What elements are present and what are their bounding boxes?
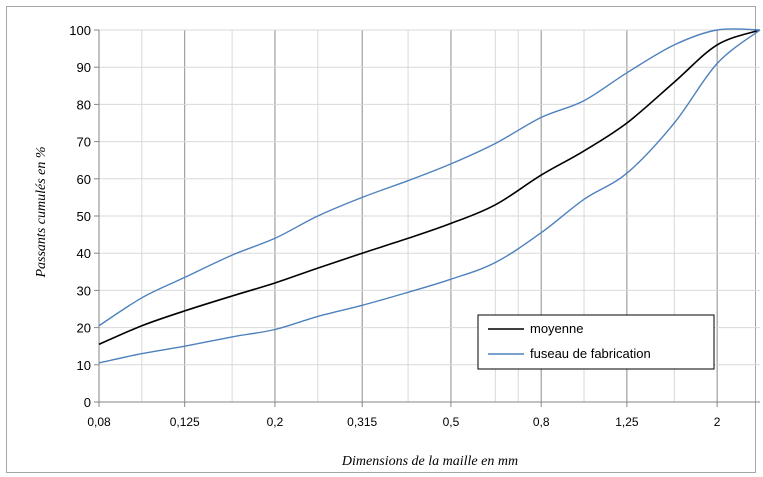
x-tick-label: 0,125 xyxy=(170,415,200,429)
legend-box xyxy=(477,314,715,370)
y-tick-label: 20 xyxy=(77,321,91,336)
x-tick-label: 2 xyxy=(714,415,721,429)
y-tick-label: 10 xyxy=(77,358,91,373)
x-tick-label: 0,8 xyxy=(533,415,550,429)
x-tick-label: 0,315 xyxy=(347,415,377,429)
chart-frame xyxy=(6,6,756,473)
legend-label-fuseau: fuseau de fabrication xyxy=(530,346,651,361)
legend-label-moyenne: moyenne xyxy=(530,321,583,336)
y-tick-label: 30 xyxy=(77,283,91,298)
series-line-fuseau-upper xyxy=(98,28,761,327)
series-lines xyxy=(98,28,761,364)
x-tick-label: 0,08 xyxy=(87,415,111,429)
legend: moyenne fuseau de fabrication xyxy=(477,314,715,370)
y-tick-label: 100 xyxy=(69,23,91,38)
series-line-moyenne xyxy=(98,29,761,346)
x-tick-label: 0,2 xyxy=(267,415,284,429)
y-tick-label: 90 xyxy=(77,60,91,75)
tick-labels: 0 10 20 30 40 50 60 70 80 90 100 0,08 0,125 0,2 0,315 0… xyxy=(69,23,721,429)
y-axis-title: Passants cumulés en % xyxy=(34,146,49,278)
y-tick-label: 70 xyxy=(77,135,91,150)
y-tick-label: 60 xyxy=(77,172,91,187)
axes xyxy=(94,29,760,407)
x-tick-label: 1,25 xyxy=(615,415,639,429)
y-tick-label: 0 xyxy=(84,395,91,410)
y-tick-label: 80 xyxy=(77,97,91,112)
series-line-fuseau-lower xyxy=(98,29,761,364)
y-tick-label: 40 xyxy=(77,246,91,261)
x-axis-title: Dimensions de la maille en mm xyxy=(341,454,518,469)
y-tick-label: 50 xyxy=(77,209,91,224)
x-tick-label: 0,5 xyxy=(443,415,460,429)
